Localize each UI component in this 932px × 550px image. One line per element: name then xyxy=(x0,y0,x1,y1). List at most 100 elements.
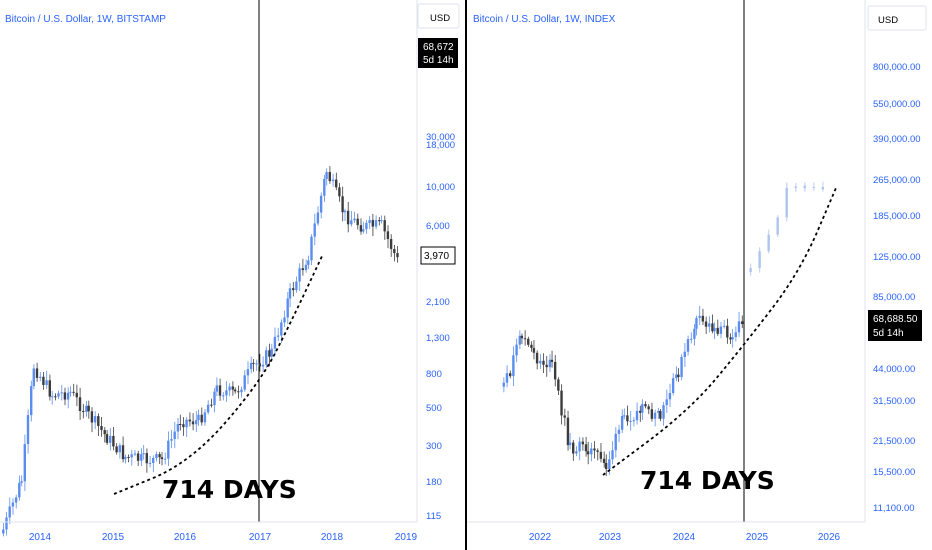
chart-title: Bitcoin / U.S. Dollar, 1W, BITSTAMP xyxy=(5,14,166,25)
candle xyxy=(635,410,639,421)
candle xyxy=(195,420,198,425)
candle xyxy=(341,196,344,213)
candle xyxy=(18,482,21,498)
candle xyxy=(729,337,732,340)
candle xyxy=(54,396,57,398)
candle xyxy=(160,457,164,460)
candle xyxy=(103,430,106,435)
candle xyxy=(188,419,191,422)
candle xyxy=(11,502,15,507)
candle xyxy=(105,434,109,443)
candle xyxy=(368,220,371,223)
candle xyxy=(197,414,200,421)
x-tick-label: 2019 xyxy=(395,532,418,543)
candle xyxy=(316,212,320,224)
candle xyxy=(680,357,683,378)
current-price-badge xyxy=(868,310,922,341)
chart-title: Bitcoin / U.S. Dollar, 1W, INDEX xyxy=(473,14,616,25)
candle xyxy=(145,453,148,464)
candle xyxy=(338,187,341,197)
candle xyxy=(158,454,161,458)
candle xyxy=(307,260,310,265)
y-tick-label: 115 xyxy=(426,511,441,522)
candle xyxy=(57,393,60,397)
candle xyxy=(170,439,173,441)
candle xyxy=(225,390,228,396)
candle xyxy=(182,424,185,428)
currency-label: USD xyxy=(878,15,898,26)
candle xyxy=(365,222,368,230)
x-tick-label: 2017 xyxy=(249,532,272,543)
candle xyxy=(185,419,188,428)
candle xyxy=(48,380,51,397)
candle xyxy=(8,506,11,518)
candle xyxy=(508,373,512,377)
candle-countdown: 5d 14h xyxy=(423,55,454,66)
candle xyxy=(85,405,88,412)
candle xyxy=(233,389,237,392)
candle xyxy=(683,351,686,358)
candle xyxy=(112,435,115,447)
candle xyxy=(310,236,313,261)
candle xyxy=(677,374,680,378)
candle xyxy=(63,392,67,400)
candle xyxy=(611,450,614,460)
candle xyxy=(45,380,48,385)
candle xyxy=(155,454,158,458)
last-price-value: 3,970 xyxy=(424,251,449,262)
candle xyxy=(218,385,222,396)
currency-button[interactable] xyxy=(417,3,460,29)
candle xyxy=(335,179,338,188)
candle xyxy=(5,517,8,530)
chart-panel-bitstamp: Bitcoin / U.S. Dollar, 1W, BITSTAMP 714 … xyxy=(0,0,460,543)
projection-candle xyxy=(785,188,788,218)
candle xyxy=(152,457,155,463)
candle xyxy=(14,497,18,503)
candle xyxy=(343,210,347,213)
x-tick-label: 2018 xyxy=(321,532,344,543)
candle xyxy=(356,218,359,226)
y-tick-label: 2,100 xyxy=(426,297,450,308)
projection-candle xyxy=(785,187,788,189)
candle xyxy=(662,405,665,419)
candle xyxy=(539,360,542,364)
candle xyxy=(502,382,505,387)
candle xyxy=(280,322,283,336)
x-tick-label: 2016 xyxy=(174,532,197,543)
candle xyxy=(213,391,216,406)
candle xyxy=(584,444,588,452)
candle xyxy=(82,411,85,413)
candle xyxy=(737,321,741,333)
candle xyxy=(298,268,301,282)
candle xyxy=(124,456,127,460)
candle xyxy=(210,404,213,406)
candle xyxy=(731,337,734,340)
candle xyxy=(72,391,75,393)
projection-candle xyxy=(776,217,779,235)
candle xyxy=(109,435,112,443)
y-tick-label: 18,000 xyxy=(426,140,455,151)
candle xyxy=(2,529,5,534)
candle xyxy=(629,420,632,422)
candle xyxy=(535,352,539,364)
candle xyxy=(273,336,277,349)
candle xyxy=(659,410,662,419)
projection-candle xyxy=(803,185,807,189)
candle xyxy=(719,326,723,334)
candle xyxy=(550,359,554,362)
candle xyxy=(653,412,657,419)
candle xyxy=(641,404,644,413)
candle xyxy=(331,179,335,182)
x-tick-label: 2023 xyxy=(599,532,622,543)
candle xyxy=(650,409,654,419)
currency-button[interactable] xyxy=(867,5,927,31)
candle xyxy=(668,393,672,400)
candle xyxy=(532,347,536,353)
candle xyxy=(572,442,575,454)
candle xyxy=(39,376,42,378)
projection-candle xyxy=(767,240,770,252)
candle xyxy=(523,338,527,340)
candle xyxy=(286,298,289,318)
y-tick-label: 85,000.00 xyxy=(873,292,915,303)
candle xyxy=(130,454,133,458)
